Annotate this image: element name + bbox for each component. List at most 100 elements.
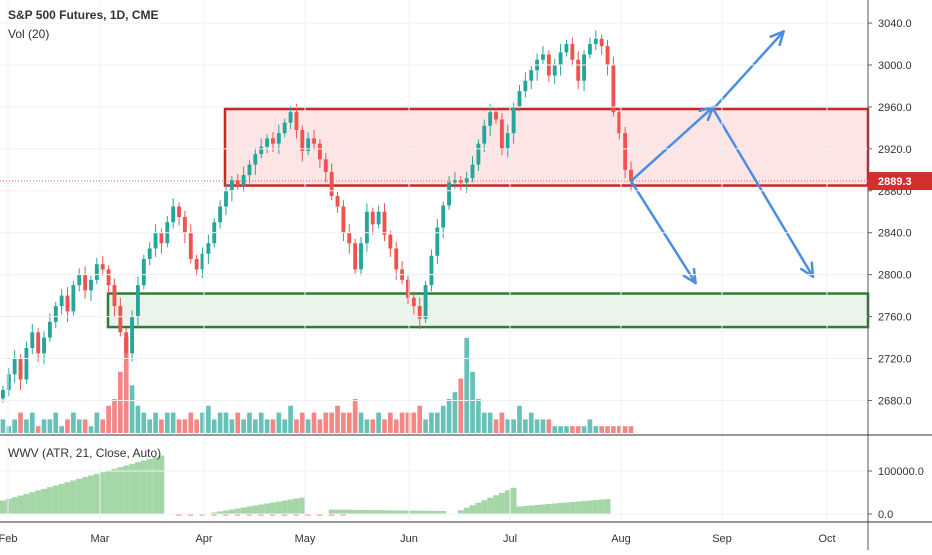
- volume-bar: [6, 426, 12, 433]
- y-tick-label: 2960.0: [878, 102, 912, 114]
- volume-bar: [147, 419, 153, 433]
- candle-body: [593, 38, 598, 45]
- volume-bar: [0, 419, 6, 433]
- candle-body: [71, 285, 76, 312]
- candle-body: [582, 54, 586, 81]
- wwv-bar: [52, 485, 59, 514]
- volume-bar: [481, 412, 487, 433]
- candle-body: [294, 112, 299, 130]
- candle-body: [224, 190, 228, 207]
- wwv-bar: [217, 511, 224, 514]
- candle-body: [406, 279, 410, 298]
- x-tick-label: Mar: [91, 533, 110, 545]
- volume-bar: [211, 419, 217, 433]
- wwv-bar: [46, 487, 53, 514]
- candle-body: [177, 206, 181, 217]
- wwv-bar: [587, 500, 593, 514]
- candle-body: [499, 119, 504, 149]
- wwv-bar: [146, 458, 153, 514]
- volume-bar: [628, 426, 634, 433]
- candle-body: [200, 253, 205, 270]
- candle-body: [30, 332, 35, 349]
- volume-bar: [18, 412, 23, 433]
- wwv-bar: [264, 503, 271, 514]
- volume-bar: [599, 426, 605, 433]
- wwv-bar: [70, 480, 77, 514]
- volume-bar: [464, 337, 469, 433]
- candle-body: [147, 248, 152, 259]
- volume-bar: [622, 426, 628, 433]
- candle-body: [271, 138, 275, 144]
- y-tick-label: 2800.0: [878, 270, 912, 282]
- volume-bar: [499, 412, 505, 433]
- candle-body: [100, 264, 105, 270]
- volume-bar: [135, 405, 141, 433]
- volume-bar: [53, 412, 59, 433]
- candle-body: [588, 44, 592, 55]
- volume-bar: [581, 426, 587, 433]
- wwv-bar: [152, 457, 159, 514]
- candle-body: [494, 112, 498, 120]
- wwv-bar: [211, 512, 218, 514]
- candle-body: [18, 358, 23, 380]
- volume-bar: [370, 419, 376, 433]
- volume-bar: [440, 405, 446, 433]
- candle-body: [617, 112, 622, 134]
- candle-body: [124, 332, 129, 354]
- candle-body: [558, 52, 563, 65]
- volume-bar: [569, 426, 575, 433]
- candle-body: [83, 274, 88, 291]
- volume-bar: [106, 405, 111, 433]
- volume-bar: [123, 337, 129, 433]
- volume-bar: [352, 399, 358, 433]
- volume-bar: [358, 412, 364, 433]
- volume-bar: [616, 426, 622, 433]
- volume-bar: [229, 419, 235, 433]
- volume-bar: [200, 412, 205, 433]
- candle-body: [306, 138, 311, 151]
- candle-body: [24, 348, 29, 380]
- projection-arrowhead: [800, 261, 815, 279]
- last-price-tag-bg: [868, 172, 932, 191]
- candle-body: [341, 206, 346, 233]
- candle-body: [276, 133, 281, 144]
- wwv-bar: [487, 497, 494, 514]
- volume-bar: [341, 412, 346, 433]
- volume-bar: [270, 419, 276, 433]
- wwv-bar: [240, 507, 247, 514]
- wwv-bar: [281, 500, 288, 514]
- y-tick-label: 3040.0: [878, 18, 912, 30]
- y-tick-label: 3000.0: [878, 60, 912, 72]
- volume-bar: [388, 412, 393, 433]
- wwv-bar: [363, 509, 370, 514]
- wwv-bar: [41, 488, 47, 514]
- wwv-bar: [422, 510, 429, 514]
- wwv-bar: [5, 498, 12, 514]
- candle-body: [12, 358, 17, 375]
- volume-bar: [311, 412, 317, 433]
- candle-body: [441, 205, 446, 228]
- candle-body: [89, 279, 93, 291]
- wwv-bar: [17, 495, 24, 514]
- last-price-tag: 2889.3: [878, 176, 912, 188]
- volume-bar: [611, 426, 616, 433]
- volume-bar: [446, 399, 452, 433]
- volume-bar: [65, 419, 70, 433]
- wwv-bar: [99, 472, 106, 514]
- volume-bar: [423, 419, 428, 433]
- volume-bar: [335, 405, 340, 433]
- volume-bar: [294, 419, 299, 433]
- wwv-bar: [0, 500, 6, 514]
- candle-body: [464, 178, 469, 183]
- volume-bar: [429, 412, 434, 433]
- candle-body: [605, 46, 610, 65]
- volume-bar: [223, 412, 229, 433]
- candle-body: [523, 80, 528, 92]
- volume-bar: [417, 405, 423, 433]
- volume-bar: [364, 419, 370, 433]
- candle-body: [59, 295, 64, 307]
- projection-arrow: [711, 30, 785, 111]
- volume-bar: [534, 419, 540, 433]
